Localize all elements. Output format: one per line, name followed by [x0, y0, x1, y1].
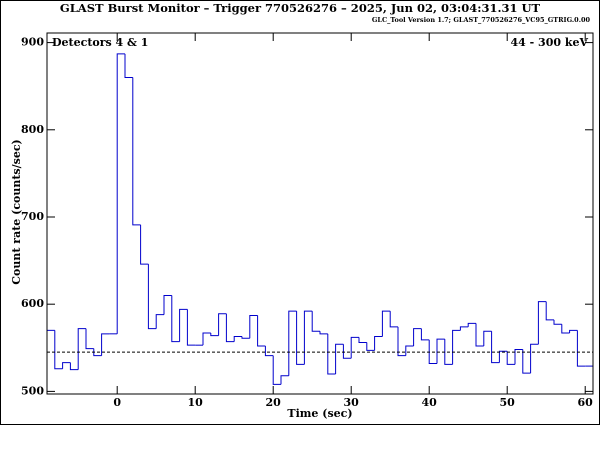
histogram-step	[350, 336, 359, 359]
histogram-step	[530, 343, 539, 374]
histogram-step	[85, 328, 94, 350]
chart-subtitle: GLC_Tool Version 1.7; GLAST_770526276_VC…	[372, 16, 591, 24]
histogram-step	[576, 330, 586, 367]
histogram-step	[249, 315, 258, 339]
histogram-step	[171, 295, 180, 343]
histogram-step	[553, 319, 562, 325]
histogram-step	[491, 331, 500, 364]
histogram-step	[374, 335, 383, 351]
x-tick-label: 10	[188, 396, 204, 409]
y-tick-label: 500	[21, 384, 44, 397]
histogram-step	[218, 313, 227, 336]
x-axis-label: Time (sec)	[287, 407, 352, 420]
histogram-step	[272, 355, 281, 385]
histogram-step	[514, 349, 523, 365]
histogram-step	[288, 310, 297, 376]
histogram-step	[459, 326, 469, 331]
histogram-step	[335, 343, 344, 374]
histogram-step	[389, 311, 398, 328]
annotation: 44 - 300 keV	[511, 36, 589, 49]
histogram-step	[342, 344, 352, 359]
histogram-step	[210, 332, 219, 337]
y-tick-label: 600	[21, 297, 44, 310]
x-tick-label: 60	[578, 396, 594, 409]
histogram-step	[233, 335, 242, 342]
histogram-step	[522, 349, 531, 374]
histogram-step	[132, 77, 141, 226]
histogram-step	[280, 375, 289, 385]
histogram-step	[241, 336, 250, 339]
histogram-step	[413, 328, 422, 347]
histogram-step	[452, 329, 461, 365]
histogram-step	[186, 309, 196, 346]
histogram-step	[561, 324, 570, 334]
histogram-step	[124, 53, 133, 78]
histogram-step	[69, 362, 79, 371]
histogram-step	[397, 326, 406, 357]
y-tick-label: 700	[21, 210, 44, 223]
x-tick-label: 30	[344, 396, 360, 409]
histogram-step	[366, 342, 375, 351]
histogram-step	[319, 331, 328, 335]
histogram-step	[264, 346, 274, 357]
histogram-step	[467, 322, 476, 327]
histogram-step	[179, 308, 188, 342]
chart-title: GLAST Burst Monitor – Trigger 770526276 …	[60, 1, 541, 15]
histogram-step	[93, 348, 102, 357]
histogram-step	[62, 362, 71, 369]
histogram-step	[225, 313, 235, 343]
histogram-step	[116, 53, 125, 334]
annotation: Detectors 4 & 1	[52, 36, 148, 49]
histogram-step	[537, 301, 547, 345]
histogram-step	[405, 345, 414, 356]
histogram-step	[147, 264, 157, 330]
histogram-step	[428, 339, 437, 364]
histogram-step	[506, 351, 515, 365]
frame	[0, 0, 600, 425]
histogram-step	[202, 332, 211, 346]
histogram-step	[303, 310, 313, 365]
x-tick-label: 40	[422, 396, 438, 409]
histogram-step	[140, 224, 149, 265]
histogram-step	[54, 330, 63, 370]
histogram-step	[358, 337, 367, 344]
histogram-step	[257, 315, 266, 347]
histogram-step	[545, 301, 554, 321]
y-tick-label: 900	[21, 36, 44, 49]
histogram-step	[420, 328, 430, 341]
x-tick-label: 50	[500, 396, 516, 409]
y-tick-label: 800	[21, 123, 44, 136]
histogram-step	[498, 350, 508, 363]
histogram-step	[569, 329, 578, 333]
plot-area	[46, 32, 594, 395]
histogram-step	[327, 333, 336, 375]
histogram-step	[483, 330, 492, 347]
histogram-step	[163, 294, 172, 315]
histogram-step	[101, 333, 110, 356]
histogram-step	[311, 311, 320, 332]
histogram-step	[436, 338, 445, 364]
y-axis-label: Count rate (counts/sec)	[10, 139, 23, 284]
x-tick-label: 20	[266, 396, 282, 409]
x-tick-label: 0	[113, 396, 121, 409]
histogram-step	[296, 311, 305, 365]
histogram-step	[381, 310, 391, 337]
histogram-step	[155, 314, 164, 329]
histogram-step	[444, 339, 453, 365]
histogram-step	[77, 328, 86, 370]
histogram-step	[475, 323, 484, 347]
